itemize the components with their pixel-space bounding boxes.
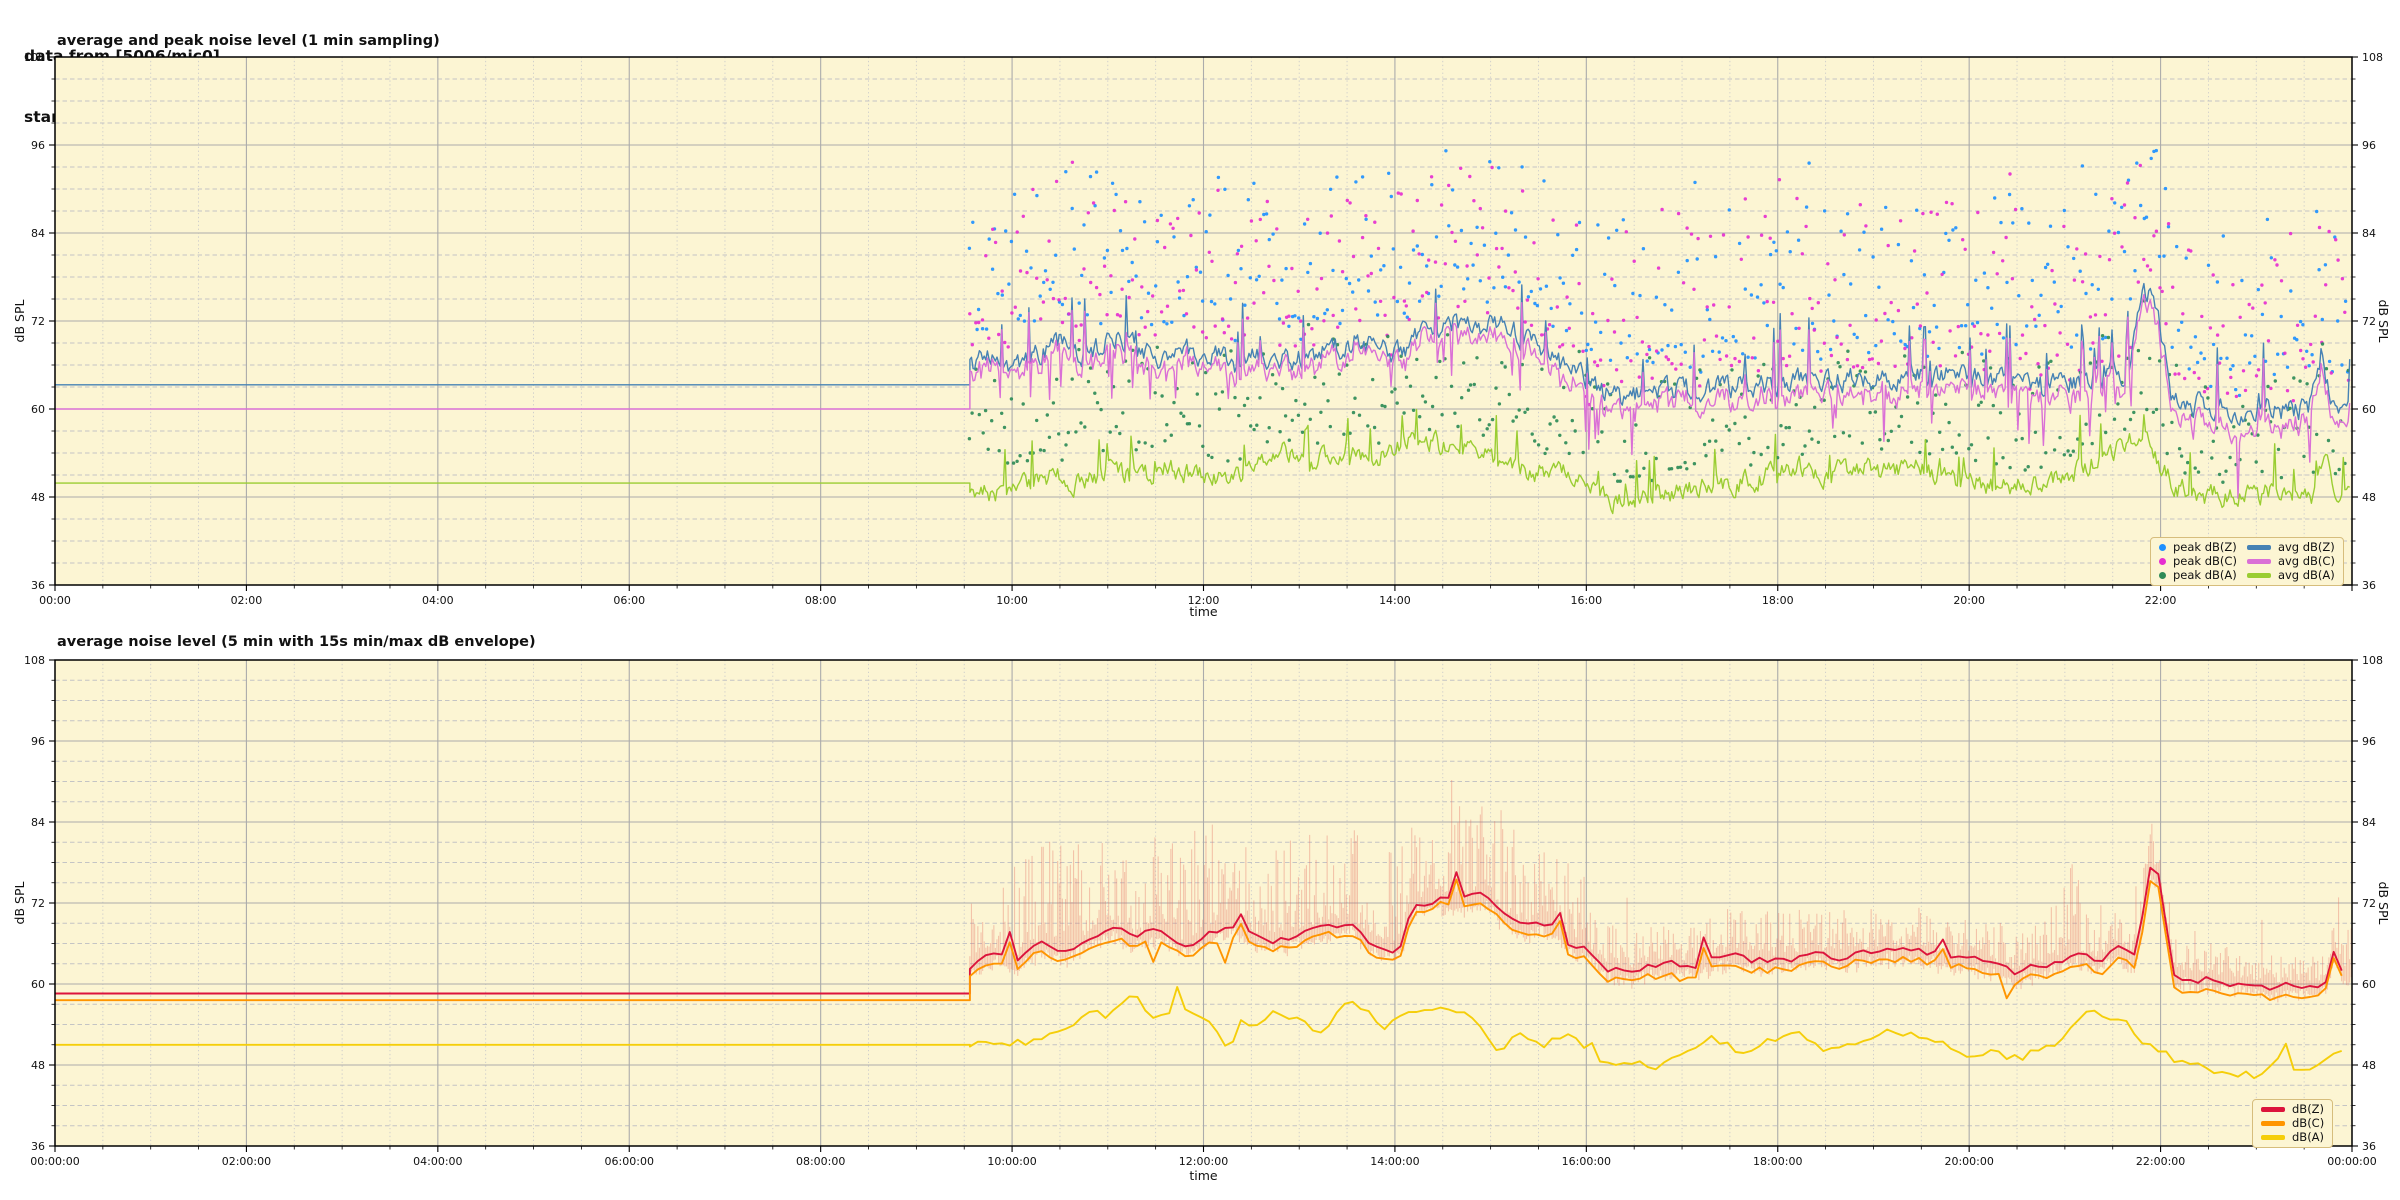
svg-text:08:00:00: 08:00:00 — [796, 1155, 845, 1168]
svg-text:00:00:00: 00:00:00 — [30, 1155, 79, 1168]
top-chart-ylabel-left: dB SPL — [12, 299, 27, 343]
top-chart-ylabel-right: dB SPL — [2376, 299, 2391, 343]
legend-marker-line — [2261, 1121, 2285, 1126]
bottom-chart-ylabel-right: dB SPL — [2376, 881, 2391, 925]
legend-label: avg dB(A) — [2277, 568, 2335, 582]
svg-text:12:00: 12:00 — [1188, 594, 1220, 607]
top-chart-title: average and peak noise level (1 min samp… — [57, 33, 440, 49]
svg-text:14:00:00: 14:00:00 — [1370, 1155, 1419, 1168]
legend-label: dB(A) — [2292, 1130, 2325, 1144]
svg-text:96: 96 — [31, 139, 45, 152]
legend-marker-line — [2246, 559, 2271, 564]
svg-text:84: 84 — [2362, 227, 2376, 240]
svg-text:72: 72 — [2362, 315, 2376, 328]
legend-marker-line — [2261, 1107, 2285, 1112]
legend-item: avg dB(C) — [2246, 554, 2335, 568]
legend-label: peak dB(A) — [2173, 568, 2237, 582]
bottom-chart-ylabel-left: dB SPL — [12, 881, 27, 925]
svg-text:04:00:00: 04:00:00 — [413, 1155, 462, 1168]
svg-text:72: 72 — [31, 897, 45, 910]
svg-text:84: 84 — [31, 816, 45, 829]
top-chart-legend: peak dB(Z) avg dB(Z) peak dB(C) avg dB(C) pe… — [2150, 537, 2344, 586]
legend-marker-dot — [2159, 544, 2166, 551]
svg-text:72: 72 — [2362, 897, 2376, 910]
svg-text:72: 72 — [31, 315, 45, 328]
legend-label: avg dB(C) — [2277, 554, 2335, 568]
svg-text:20:00: 20:00 — [1953, 594, 1985, 607]
svg-text:00:00: 00:00 — [39, 594, 71, 607]
svg-text:14:00: 14:00 — [1379, 594, 1411, 607]
svg-text:04:00: 04:00 — [422, 594, 454, 607]
svg-text:108: 108 — [2362, 51, 2383, 64]
bottom-chart-legend: dB(Z) dB(C) dB(A) — [2252, 1099, 2334, 1148]
svg-text:12:00:00: 12:00:00 — [1179, 1155, 1228, 1168]
svg-text:60: 60 — [31, 403, 45, 416]
legend-marker-dot — [2159, 572, 2166, 579]
legend-item: peak dB(Z) — [2159, 541, 2237, 554]
svg-text:60: 60 — [2362, 403, 2376, 416]
legend-item: peak dB(C) — [2159, 555, 2237, 568]
svg-text:00:00:00: 00:00:00 — [2327, 1155, 2376, 1168]
legend-marker-line — [2261, 1135, 2285, 1140]
svg-text:10:00:00: 10:00:00 — [987, 1155, 1036, 1168]
legend-marker-dot — [2159, 558, 2166, 565]
svg-text:36: 36 — [31, 1140, 45, 1153]
legend-marker-line — [2246, 545, 2271, 550]
svg-text:18:00:00: 18:00:00 — [1753, 1155, 1802, 1168]
legend-label: dB(C) — [2292, 1116, 2325, 1130]
svg-text:22:00:00: 22:00:00 — [2136, 1155, 2185, 1168]
top-chart-xlabel: time — [1189, 604, 1218, 619]
legend-item: avg dB(Z) — [2246, 540, 2335, 554]
svg-text:02:00:00: 02:00:00 — [222, 1155, 271, 1168]
svg-text:84: 84 — [31, 227, 45, 240]
legend-item: dB(Z) — [2261, 1103, 2324, 1116]
legend-label: avg dB(Z) — [2277, 540, 2335, 554]
legend-item: dB(A) — [2261, 1131, 2324, 1144]
svg-text:20:00:00: 20:00:00 — [1944, 1155, 1993, 1168]
svg-text:18:00: 18:00 — [1762, 594, 1794, 607]
svg-text:48: 48 — [31, 491, 45, 504]
svg-text:02:00: 02:00 — [231, 594, 263, 607]
legend-item: avg dB(A) — [2246, 568, 2335, 582]
svg-text:08:00: 08:00 — [805, 594, 837, 607]
legend-marker-line — [2246, 573, 2271, 578]
svg-text:48: 48 — [2362, 1059, 2376, 1072]
svg-text:10:00: 10:00 — [996, 594, 1028, 607]
svg-text:96: 96 — [2362, 139, 2376, 152]
svg-text:06:00: 06:00 — [613, 594, 645, 607]
legend-label: peak dB(Z) — [2173, 540, 2237, 554]
bottom-chart-xlabel: time — [1189, 1168, 1218, 1183]
svg-text:36: 36 — [2362, 579, 2376, 592]
svg-text:16:00: 16:00 — [1570, 594, 1602, 607]
svg-text:96: 96 — [2362, 735, 2376, 748]
svg-text:06:00:00: 06:00:00 — [605, 1155, 654, 1168]
svg-text:96: 96 — [31, 735, 45, 748]
svg-text:108: 108 — [2362, 654, 2383, 667]
svg-text:108: 108 — [24, 654, 45, 667]
legend-label: peak dB(C) — [2173, 554, 2237, 568]
legend-label: dB(Z) — [2292, 1102, 2325, 1116]
svg-text:84: 84 — [2362, 816, 2376, 829]
svg-text:22:00: 22:00 — [2145, 594, 2177, 607]
svg-text:48: 48 — [2362, 491, 2376, 504]
svg-text:60: 60 — [31, 978, 45, 991]
legend-item: peak dB(A) — [2159, 569, 2237, 582]
svg-text:48: 48 — [31, 1059, 45, 1072]
svg-text:36: 36 — [2362, 1140, 2376, 1153]
svg-text:60: 60 — [2362, 978, 2376, 991]
svg-text:108: 108 — [24, 51, 45, 64]
svg-text:16:00:00: 16:00:00 — [1562, 1155, 1611, 1168]
legend-item: dB(C) — [2261, 1117, 2324, 1130]
svg-text:36: 36 — [31, 579, 45, 592]
bottom-chart-title: average noise level (5 min with 15s min/… — [57, 634, 536, 650]
